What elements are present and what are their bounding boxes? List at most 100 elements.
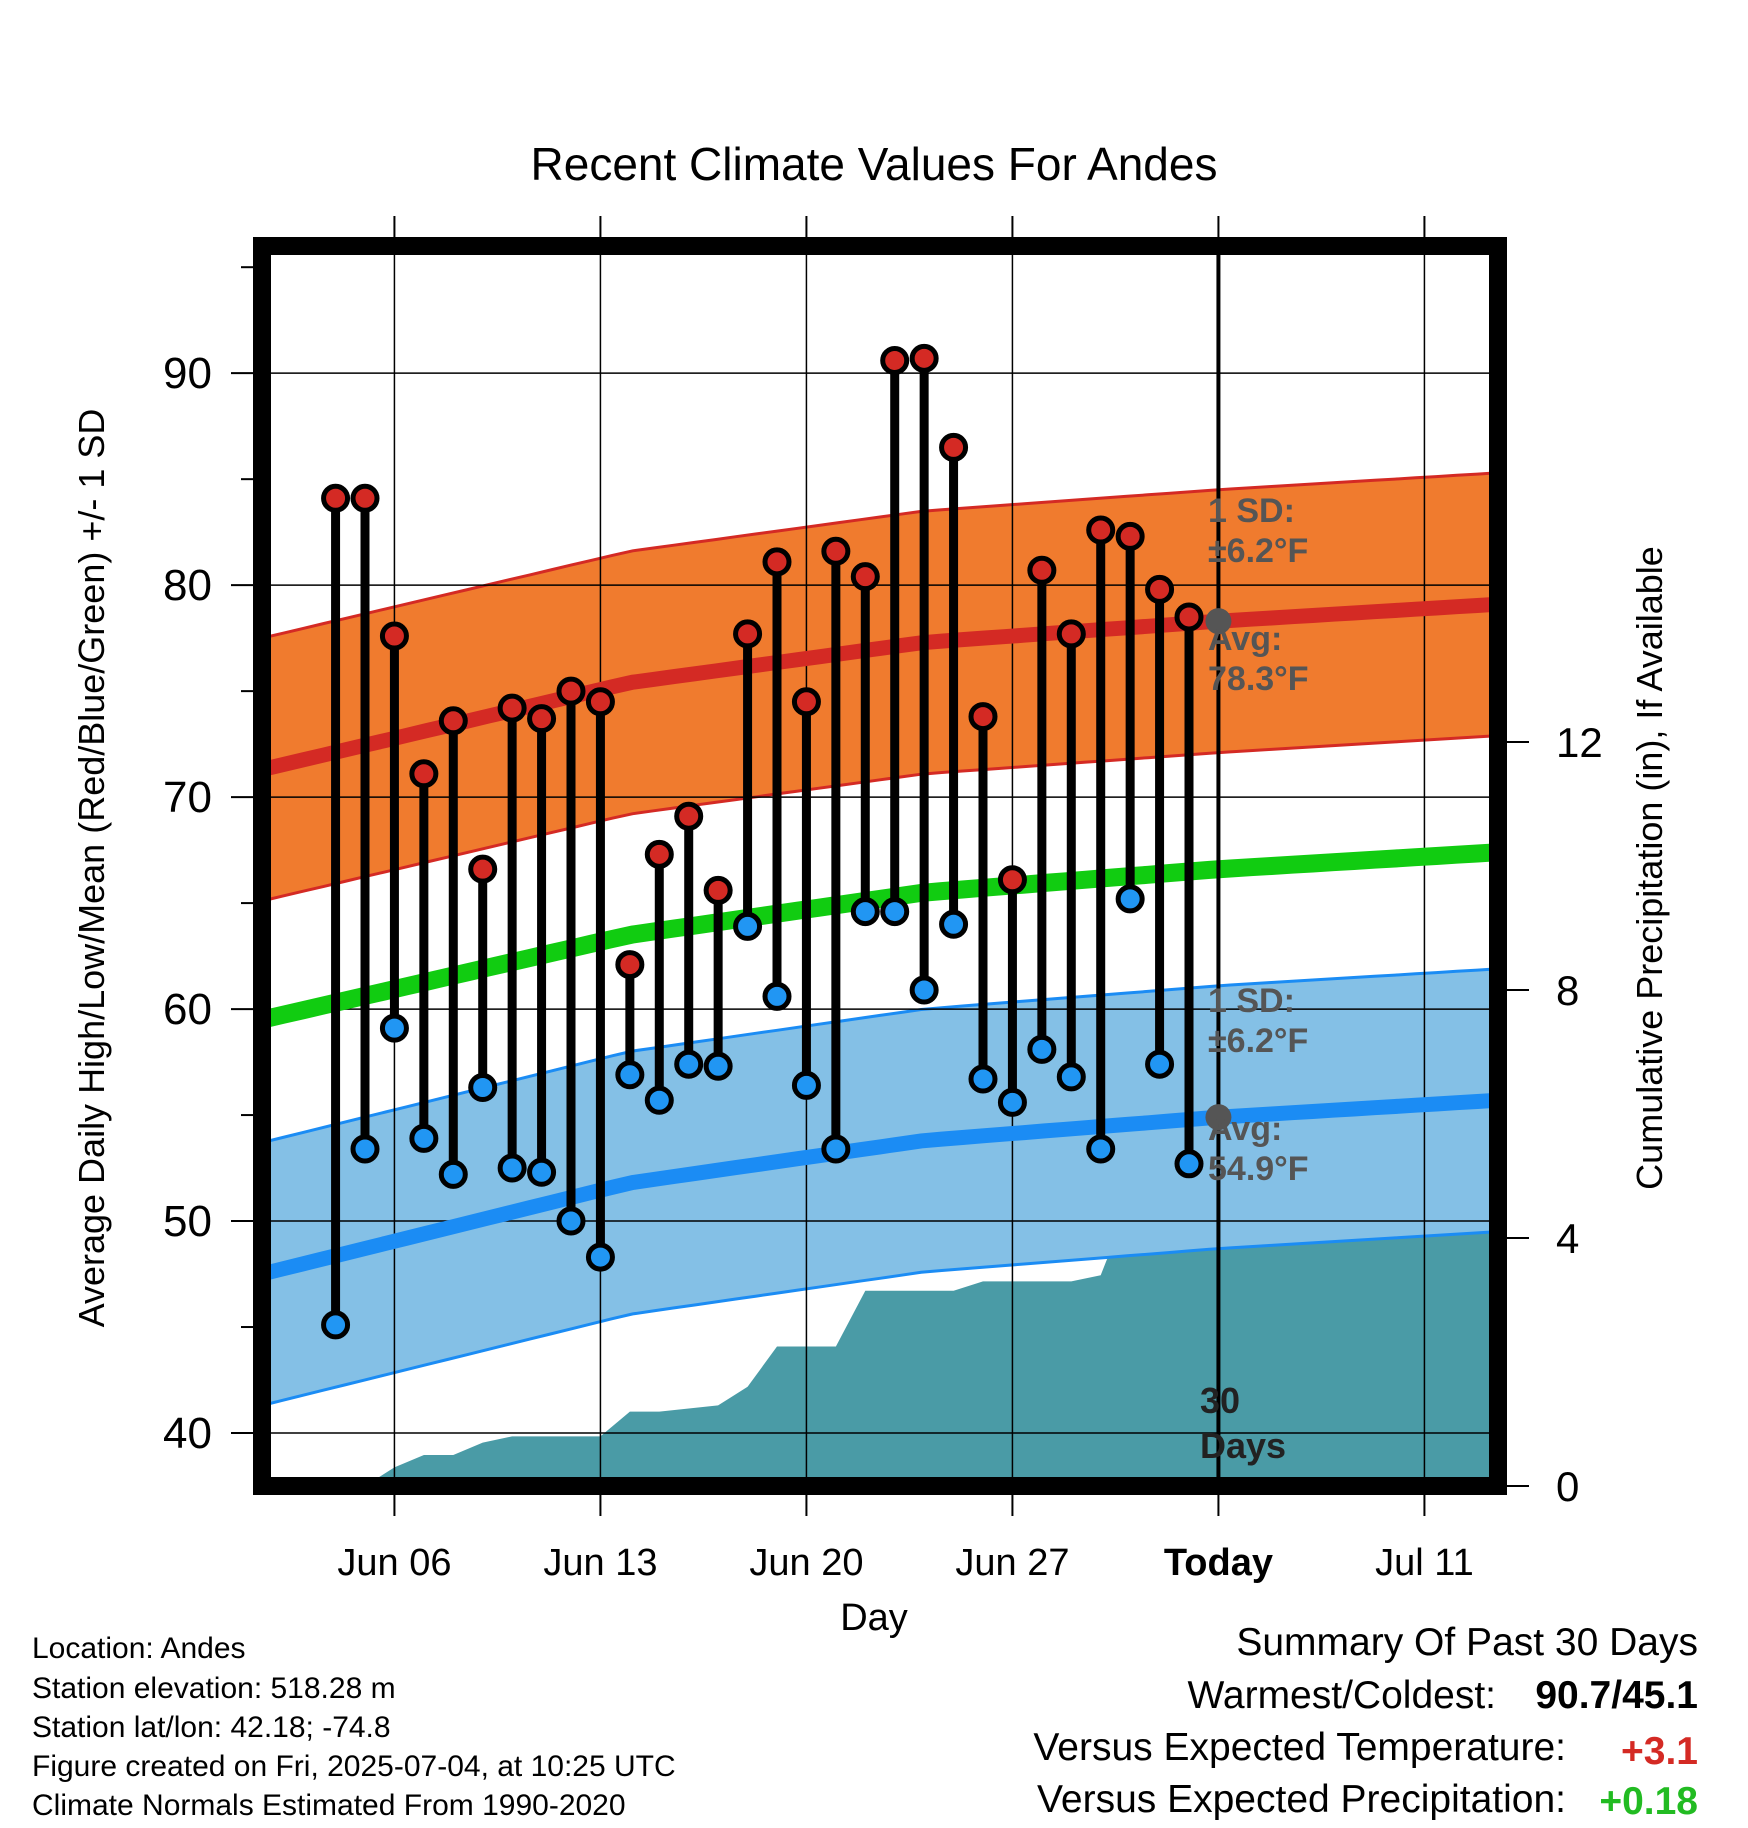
days-annotation: 30 Days [1200, 1380, 1286, 1466]
high-normal-line [260, 596, 1499, 777]
plot-frame [253, 237, 1507, 1495]
daily-low-point [1174, 1149, 1204, 1179]
daily-bar [762, 547, 792, 1011]
today-high-marker [1205, 608, 1232, 635]
y2-axis-label: Cumulative Precipitation (in), If Availa… [1629, 546, 1670, 1190]
daily-high-point [438, 706, 468, 736]
daily-high-point [791, 687, 821, 717]
summary-temp-value: +3.1 [1621, 1730, 1698, 1773]
daily-low-point [527, 1157, 557, 1187]
info-normals: Climate Normals Estimated From 1990-2020 [32, 1789, 626, 1822]
x-tick-label: Today [1164, 1542, 1273, 1584]
x-tick-label: Jun 27 [955, 1542, 1069, 1584]
daily-bar [997, 865, 1027, 1117]
daily-bar [1056, 619, 1086, 1092]
y-axis-label: Average Daily High/Low/Mean (Red/Blue/Gr… [71, 409, 112, 1328]
daily-low-point [880, 897, 910, 927]
y-tick-label: 90 [163, 349, 212, 398]
summary-precip-value: +0.18 [1599, 1780, 1698, 1823]
daily-bar [1145, 574, 1175, 1079]
daily-high-point [1027, 555, 1057, 585]
precip-area [262, 1182, 1498, 1486]
low-avg-label: Avg: [1208, 1110, 1282, 1148]
daily-high-point [409, 759, 439, 789]
y2-tick-label: 4 [1556, 1215, 1579, 1262]
daily-high-point [379, 621, 409, 651]
daily-high-point [968, 702, 998, 732]
daily-high-point [468, 854, 498, 884]
axes: 40 50 60 70 80 90 0 4 8 12 Jun 06 Jun 13 Jun 20 Jun 2… [163, 216, 1603, 1584]
daily-high-point [909, 343, 939, 373]
daily-bar [968, 702, 998, 1094]
daily-low-point [350, 1134, 380, 1164]
y-tick-label: 70 [163, 773, 212, 822]
daily-bar [1174, 602, 1204, 1179]
daily-low-point [321, 1310, 351, 1340]
high-sd-label: 1 SD: [1208, 492, 1295, 530]
daily-low-point [1086, 1134, 1116, 1164]
daily-high-point [321, 483, 351, 513]
daily-bar [350, 483, 380, 1164]
daily-bar [821, 536, 851, 1164]
daily-low-point [762, 981, 792, 1011]
daily-low-point [615, 1060, 645, 1090]
daily-high-point [880, 345, 910, 375]
daily-low-point [791, 1070, 821, 1100]
daily-bar [438, 706, 468, 1189]
daily-bar [703, 875, 733, 1081]
daily-bar [1086, 515, 1116, 1164]
daily-bar [527, 704, 557, 1187]
y-tick-label: 50 [163, 1197, 212, 1246]
daily-low-point [1145, 1049, 1175, 1079]
low-sd-band-lower-edge [261, 1230, 1499, 1407]
daily-low-point [468, 1073, 498, 1103]
daily-high-point [821, 536, 851, 566]
daily-low-point [997, 1087, 1027, 1117]
daily-high-point [1086, 515, 1116, 545]
daily-high-point [615, 950, 645, 980]
daily-bar [497, 693, 527, 1183]
daily-bar [909, 343, 939, 1005]
y-tick-label: 40 [163, 1409, 212, 1458]
high-annotation: 1 SD: ±6.2°F Avg: 78.3°F [1208, 492, 1309, 698]
daily-high-point [1174, 602, 1204, 632]
daily-low-point [1056, 1062, 1086, 1092]
x-tick-label: Jun 13 [543, 1542, 657, 1584]
high-sd-value: ±6.2°F [1208, 532, 1308, 570]
daily-high-point [939, 432, 969, 462]
low-sd-value: ±6.2°F [1208, 1022, 1308, 1060]
daily-low-point [497, 1153, 527, 1183]
high-sd-band-lower-edge [261, 734, 1499, 903]
daily-high-point [674, 801, 704, 831]
daily-high-point [350, 483, 380, 513]
summary-temp-label: Versus Expected Temperature: [1033, 1726, 1566, 1769]
summary-heading: Summary Of Past 30 Days [1236, 1621, 1698, 1664]
x-axis-label: Day [840, 1597, 908, 1639]
daily-high-point [997, 865, 1027, 895]
daily-low-point [850, 897, 880, 927]
x-tick-label: Jul 11 [1375, 1542, 1474, 1584]
daily-high-point [585, 687, 615, 717]
x-tick-label: Jun 06 [337, 1542, 451, 1584]
daily-bar [409, 759, 439, 1153]
daily-bar [615, 950, 645, 1090]
y-tick-label: 80 [163, 561, 212, 610]
high-avg-label: Avg: [1208, 620, 1282, 658]
low-avg-value: 54.9°F [1208, 1150, 1309, 1188]
daily-high-point [497, 693, 527, 723]
daily-low-point [733, 911, 763, 941]
y-tick-label: 60 [163, 985, 212, 1034]
summary-warm-value: 90.7/45.1 [1535, 1674, 1698, 1717]
daily-bar [674, 801, 704, 1079]
daily-bar [321, 483, 351, 1340]
low-annotation: 1 SD: ±6.2°F Avg: 54.9°F [1208, 982, 1309, 1188]
daily-low-point [909, 975, 939, 1005]
daily-low-point [968, 1064, 998, 1094]
y2-tick-label: 8 [1556, 967, 1579, 1014]
x-tick-label: Jun 20 [749, 1542, 863, 1584]
daily-bar [379, 621, 409, 1043]
low-sd-label: 1 SD: [1208, 982, 1295, 1020]
daily-bar [939, 432, 969, 939]
daily-low-point [1027, 1034, 1057, 1064]
